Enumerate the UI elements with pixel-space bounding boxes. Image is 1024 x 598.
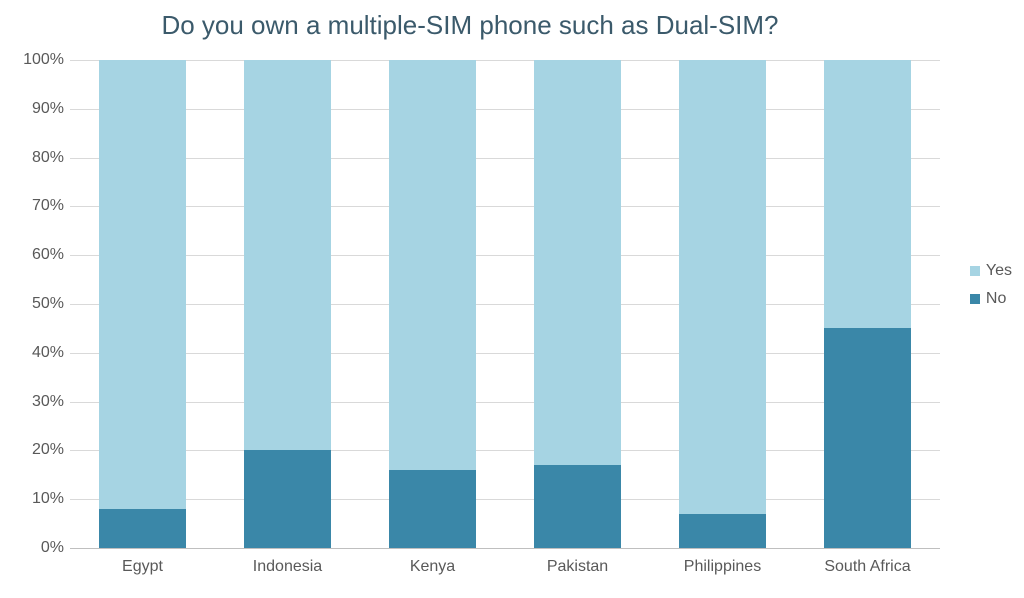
x-axis-tick-label: Egypt	[122, 558, 163, 576]
bar-group	[824, 60, 911, 548]
x-axis-tick-label: Indonesia	[253, 558, 322, 576]
bar-segment-yes	[389, 60, 476, 470]
bar-segment-yes	[244, 60, 331, 450]
y-axis-tick-label: 100%	[14, 51, 64, 69]
legend-label: Yes	[986, 262, 1012, 280]
bar-segment-yes	[534, 60, 621, 465]
bar-segment-yes	[824, 60, 911, 328]
y-axis-tick-label: 20%	[14, 441, 64, 459]
bar-segment-yes	[679, 60, 766, 514]
bar-group	[534, 60, 621, 548]
legend-label: No	[986, 290, 1006, 308]
y-axis-tick-label: 30%	[14, 393, 64, 411]
chart-title: Do you own a multiple-SIM phone such as …	[0, 10, 940, 41]
legend-item: Yes	[970, 262, 1012, 280]
bar-group	[99, 60, 186, 548]
legend-swatch	[970, 266, 980, 276]
legend-swatch	[970, 294, 980, 304]
y-axis-tick-label: 70%	[14, 197, 64, 215]
bar-group	[679, 60, 766, 548]
bar-group	[389, 60, 476, 548]
y-axis-tick-label: 0%	[14, 539, 64, 557]
y-axis-tick-label: 90%	[14, 100, 64, 118]
bar-group	[244, 60, 331, 548]
y-axis-tick-label: 40%	[14, 344, 64, 362]
legend-item: No	[970, 290, 1012, 308]
x-axis-tick-label: Pakistan	[547, 558, 608, 576]
bar-segment-no	[99, 509, 186, 548]
y-axis-tick-label: 50%	[14, 295, 64, 313]
x-axis-tick-label: Philippines	[684, 558, 761, 576]
chart-container: Do you own a multiple-SIM phone such as …	[0, 0, 1024, 598]
y-axis-tick-label: 80%	[14, 149, 64, 167]
bar-segment-no	[244, 450, 331, 548]
bar-segment-no	[824, 328, 911, 548]
bar-segment-no	[389, 470, 476, 548]
x-axis-tick-label: Kenya	[410, 558, 455, 576]
y-axis-tick-label: 10%	[14, 490, 64, 508]
bars-layer	[70, 60, 940, 548]
bar-segment-no	[534, 465, 621, 548]
bar-segment-no	[679, 514, 766, 548]
bar-segment-yes	[99, 60, 186, 509]
y-axis-tick-label: 60%	[14, 246, 64, 264]
x-axis-tick-label: South Africa	[824, 558, 910, 576]
legend: Yes No	[970, 262, 1012, 318]
